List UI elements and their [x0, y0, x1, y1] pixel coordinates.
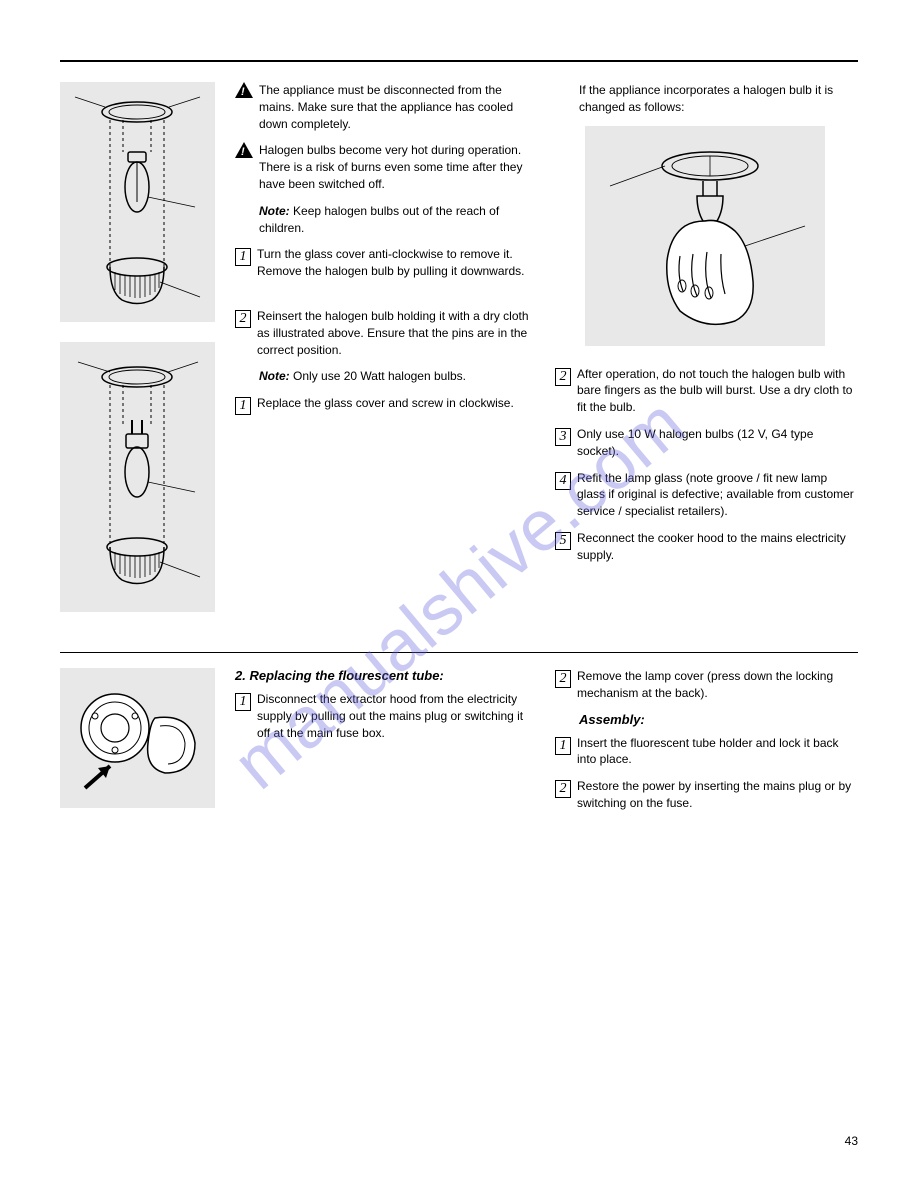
note-1-text: Keep halogen bulbs out of the reach of c…: [259, 204, 499, 235]
step-number-1: 1: [235, 248, 251, 266]
right-intro-text: If the appliance incorporates a halogen …: [579, 82, 858, 116]
note-1: Note: Keep halogen bulbs out of the reac…: [235, 203, 535, 237]
bottom-step-2-text: Remove the lamp cover (press down the lo…: [577, 668, 858, 702]
step-number-2: 2: [235, 310, 251, 328]
step-number-b2: 2: [555, 670, 571, 688]
warning-icon: [235, 142, 253, 158]
right-step-4: 4 Refit the lamp glass (note groove / fi…: [555, 470, 858, 520]
step-number-r5: 5: [555, 532, 571, 550]
step-number-r3: 3: [555, 428, 571, 446]
note-2: Note: Only use 20 Watt halogen bulbs.: [235, 368, 535, 385]
left-illustrations: [60, 82, 215, 632]
right-step-5: 5 Reconnect the cooker hood to the mains…: [555, 530, 858, 564]
step-number-r2: 2: [555, 368, 571, 386]
step-number-1b: 1: [235, 397, 251, 415]
warning-icon: [235, 82, 253, 98]
bottom-left-illustration: [60, 668, 215, 828]
warning-2-text: Halogen bulbs become very hot during ope…: [259, 142, 535, 192]
warning-1: The appliance must be disconnected from …: [235, 82, 535, 132]
note-label: Note:: [259, 369, 290, 383]
right-step-4-text: Refit the lamp glass (note groove / fit …: [577, 470, 858, 520]
right-step-2-text: After operation, do not touch the haloge…: [577, 366, 858, 416]
bottom-columns: 2. Replacing the flourescent tube: 1 Dis…: [60, 668, 858, 828]
step-2-text: Reinsert the halogen bulb holding it wit…: [257, 308, 535, 358]
assembly-step-2-text: Restore the power by inserting the mains…: [577, 778, 858, 812]
step-1b-text: Replace the glass cover and screw in clo…: [257, 395, 535, 415]
right-step-2: 2 After operation, do not touch the halo…: [555, 366, 858, 416]
assembly-step-2: 2 Restore the power by inserting the mai…: [555, 778, 858, 812]
right-step-5-text: Reconnect the cooker hood to the mains e…: [577, 530, 858, 564]
warning-2: Halogen bulbs become very hot during ope…: [235, 142, 535, 192]
step-1b: 1 Replace the glass cover and screw in c…: [235, 395, 535, 415]
assembly-heading: Assembly:: [579, 712, 858, 727]
bottom-mid-text: 2. Replacing the flourescent tube: 1 Dis…: [235, 668, 535, 828]
step-number-r4: 4: [555, 472, 571, 490]
page-number: 43: [845, 1134, 858, 1148]
step-2: 2 Reinsert the halogen bulb holding it w…: [235, 308, 535, 358]
step-number-a2: 2: [555, 780, 571, 798]
right-intro: If the appliance incorporates a halogen …: [555, 82, 858, 116]
bottom-step-1-text: Disconnect the extractor hood from the e…: [257, 691, 535, 741]
assembly-step-1: 1 Insert the fluorescent tube holder and…: [555, 735, 858, 769]
note-label: Note:: [259, 204, 290, 218]
step-1-text: Turn the glass cover anti-clockwise to r…: [257, 246, 535, 280]
middle-text-column: The appliance must be disconnected from …: [235, 82, 535, 632]
assembly-step-1-text: Insert the fluorescent tube holder and l…: [577, 735, 858, 769]
bottom-step-2: 2 Remove the lamp cover (press down the …: [555, 668, 858, 702]
right-text-column: If the appliance incorporates a halogen …: [555, 82, 858, 632]
bottom-step-1: 1 Disconnect the extractor hood from the…: [235, 691, 535, 741]
section-divider: [60, 652, 858, 653]
page-content: The appliance must be disconnected from …: [0, 0, 918, 828]
note-2-text: Only use 20 Watt halogen bulbs.: [293, 369, 466, 383]
warning-1-text: The appliance must be disconnected from …: [259, 82, 535, 132]
bottom-right-text: 2 Remove the lamp cover (press down the …: [555, 668, 858, 828]
illustration-fluorescent: [60, 668, 215, 808]
illustration-lamp-exploded-2: [60, 342, 215, 612]
illustration-lamp-exploded-1: [60, 82, 215, 322]
step-number-a1: 1: [555, 737, 571, 755]
right-step-3: 3 Only use 10 W halogen bulbs (12 V, G4 …: [555, 426, 858, 460]
bottom-heading: 2. Replacing the flourescent tube:: [235, 668, 535, 683]
right-step-3-text: Only use 10 W halogen bulbs (12 V, G4 ty…: [577, 426, 858, 460]
header-rule: [60, 60, 858, 62]
illustration-hand-bulb: [585, 126, 825, 346]
step-1: 1 Turn the glass cover anti-clockwise to…: [235, 246, 535, 280]
top-columns: The appliance must be disconnected from …: [60, 82, 858, 632]
step-number-b1: 1: [235, 693, 251, 711]
